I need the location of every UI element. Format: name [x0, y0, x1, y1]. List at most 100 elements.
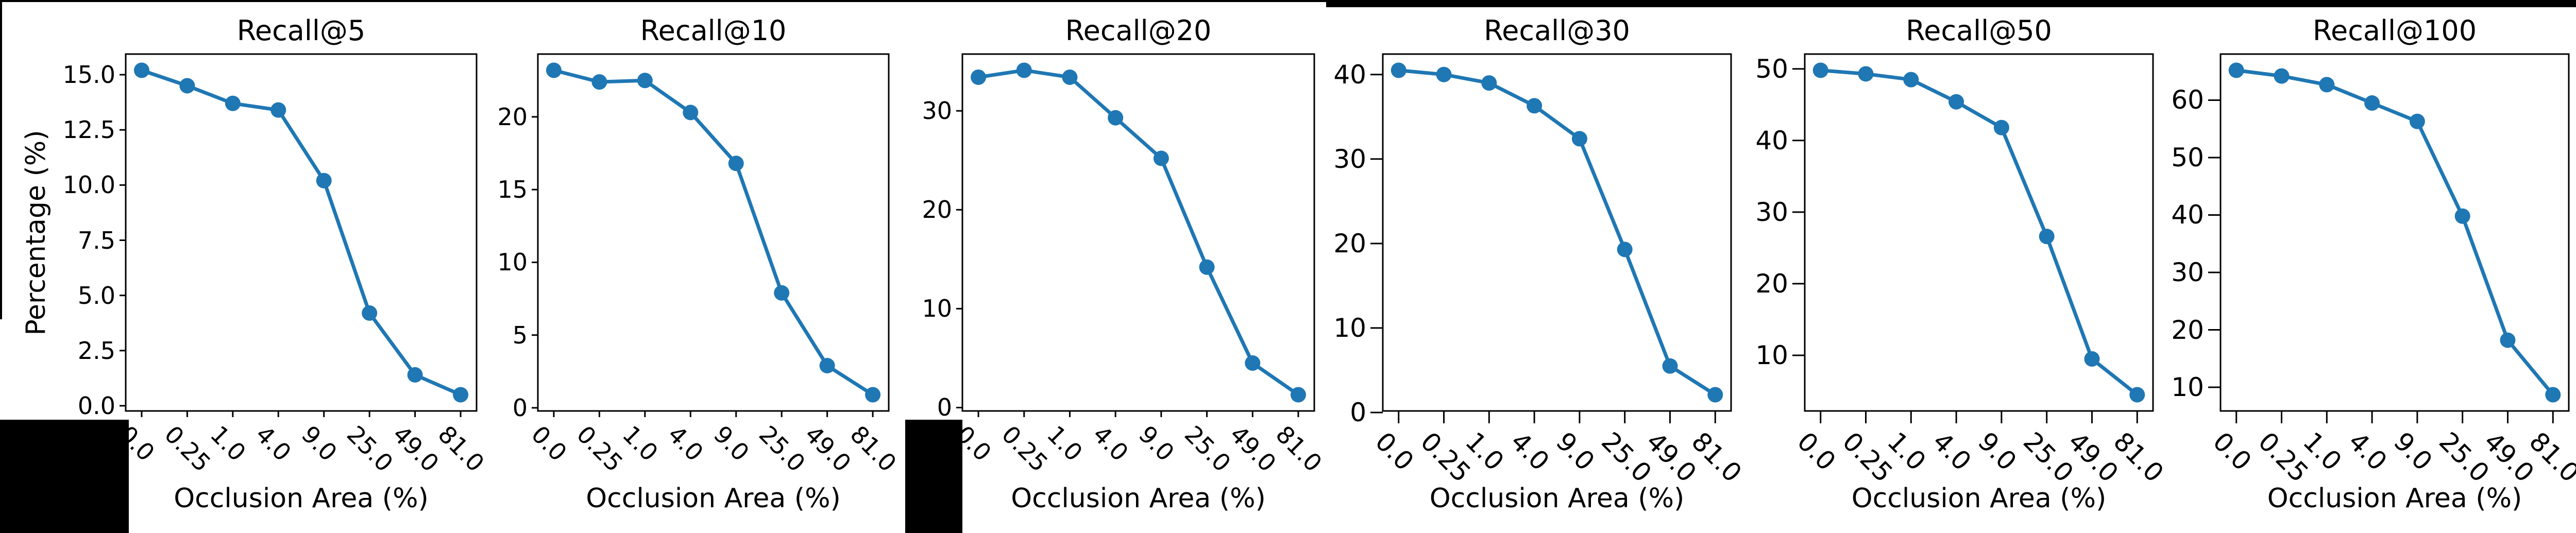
data-point — [2500, 332, 2516, 348]
data-line — [1819, 68, 2139, 397]
data-point — [2409, 113, 2425, 129]
data-point — [133, 62, 149, 78]
x-tick-label: 0.25 — [2252, 426, 2314, 488]
data-point — [453, 387, 469, 403]
y-tick-label: 20 — [1755, 268, 1788, 299]
y-tick-label: 10 — [2171, 372, 2204, 402]
y-tick-label: 20 — [1333, 228, 1366, 259]
x-tick-label: 81.0 — [844, 420, 902, 477]
y-tick-label: 0 — [512, 393, 528, 422]
data-point — [1527, 98, 1543, 114]
data-point — [865, 387, 881, 403]
x-tick-label: 81.0 — [2108, 426, 2170, 488]
data-line — [2234, 68, 2555, 397]
data-point — [2228, 62, 2244, 78]
x-tick-label: 9.0 — [296, 420, 343, 467]
y-tick-label: 30 — [1755, 197, 1788, 227]
x-tick-label: 4.0 — [663, 420, 709, 467]
data-point — [270, 102, 286, 118]
data-line — [1397, 68, 1717, 397]
x-tick-label: 0.25 — [571, 420, 629, 477]
y-tick-label: 0 — [1350, 397, 1366, 427]
data-point — [1108, 110, 1124, 126]
data-point — [683, 105, 699, 121]
x-tick-label: 1.0 — [1460, 426, 1510, 477]
data-point — [2274, 68, 2290, 84]
y-tick-label: 12.5 — [62, 116, 115, 144]
data-point — [1812, 62, 1828, 78]
y-tick-label: 30 — [922, 97, 952, 125]
data-point — [1858, 66, 1874, 82]
x-tick-label: 0.0 — [1791, 426, 1841, 477]
axes-frame — [537, 53, 890, 412]
x-tick-label: 25.0 — [2433, 426, 2495, 488]
x-tick-label: 4.0 — [1927, 426, 1977, 477]
data-line — [552, 68, 875, 397]
x-tick-label: 4.0 — [250, 420, 297, 467]
x-axis-label: Occlusion Area (%) — [1011, 483, 1266, 514]
data-point — [1199, 259, 1215, 275]
chart-title: Recall@10 — [640, 14, 787, 47]
axes-frame — [125, 53, 478, 412]
redaction-line-left — [0, 0, 2, 319]
y-tick-label: 50 — [1755, 54, 1788, 84]
data-point — [2084, 351, 2100, 367]
y-tick-label: 10 — [1333, 313, 1366, 343]
data-point — [2454, 208, 2470, 224]
data-point — [1617, 242, 1633, 257]
x-tick-label: 0.0 — [2207, 426, 2257, 477]
x-tick-label: 1.0 — [617, 420, 664, 467]
x-tick-label: 25.0 — [1179, 420, 1236, 477]
data-point — [1707, 387, 1723, 403]
x-tick-label: 49.0 — [387, 420, 445, 477]
x-tick-label: 49.0 — [1225, 420, 1282, 477]
data-point — [1571, 131, 1587, 147]
y-tick-label: 20 — [497, 102, 528, 131]
data-point — [2129, 387, 2145, 403]
x-tick-label: 4.0 — [1087, 420, 1134, 467]
data-point — [225, 95, 241, 111]
y-tick-label: 0 — [937, 393, 952, 422]
data-point — [2545, 387, 2561, 403]
x-tick-label: 1.0 — [1042, 420, 1089, 467]
data-point — [362, 305, 378, 321]
data-point — [819, 357, 835, 373]
y-tick-label: 30 — [2171, 257, 2204, 287]
chart-title: Recall@100 — [2312, 14, 2477, 47]
x-tick-label: 0.25 — [1836, 426, 1899, 488]
x-tick-label: 1.0 — [1882, 426, 1932, 477]
x-tick-label: 0.0 — [526, 420, 572, 467]
x-tick-label: 4.0 — [2343, 426, 2393, 477]
data-point — [728, 156, 744, 171]
axes-frame — [2219, 53, 2570, 412]
x-tick-label: 25.0 — [1595, 426, 1657, 488]
x-tick-label: 9.0 — [2387, 426, 2438, 477]
data-point — [1436, 66, 1452, 82]
x-tick-label: 49.0 — [2062, 426, 2125, 488]
y-tick-label: 30 — [1333, 144, 1366, 174]
data-point — [2364, 95, 2380, 111]
x-tick-label: 49.0 — [2478, 426, 2540, 488]
y-tick-label: 60 — [2171, 85, 2204, 115]
x-tick-label: 0.25 — [1414, 426, 1477, 488]
x-tick-label: 81.0 — [432, 420, 490, 477]
chart-title: Recall@20 — [1065, 14, 1212, 47]
data-point — [546, 62, 562, 78]
data-point — [591, 74, 607, 90]
y-tick-label: 10 — [497, 248, 528, 277]
data-point — [1391, 62, 1406, 78]
redaction-bar-top — [1326, 0, 2576, 7]
x-tick-label: 25.0 — [2017, 426, 2079, 488]
data-point — [637, 73, 653, 89]
y-axis-label: Percentage (%) — [21, 129, 52, 336]
chart-title: Recall@5 — [236, 14, 366, 47]
x-axis-label: Occlusion Area (%) — [2267, 483, 2522, 514]
y-tick-label: 40 — [1755, 125, 1788, 156]
